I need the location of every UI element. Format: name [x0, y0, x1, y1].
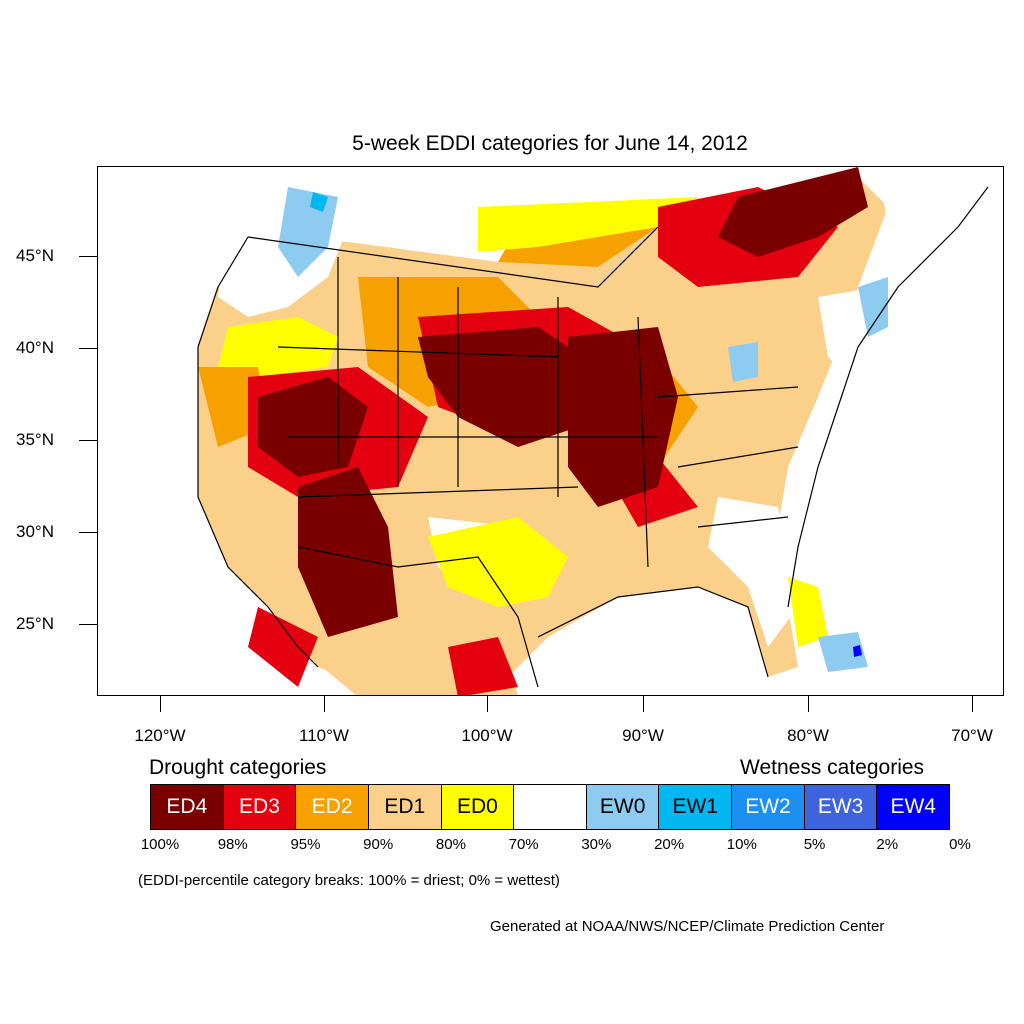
legend-break-label: 10%: [726, 836, 757, 853]
legend-break-label: 2%: [876, 836, 899, 853]
legend-cell-ed1: ED1: [368, 785, 442, 829]
wetness-heading: Wetness categories: [740, 756, 925, 779]
legend-cell-ew3: EW3: [804, 785, 878, 829]
y-tick-mark: [79, 624, 97, 626]
credit-line: Generated at NOAA/NWS/NCEP/Climate Predi…: [490, 918, 885, 935]
legend-break-label: 30%: [581, 836, 612, 853]
legend-break-label: 0%: [949, 836, 971, 853]
legend-cell-ew4: EW4: [877, 785, 950, 829]
legend-cell-ew2: EW2: [732, 785, 805, 829]
legend-break-label: 70%: [508, 836, 539, 853]
legend-break-label: 5%: [803, 836, 826, 853]
x-tick-mark: [487, 696, 489, 712]
legend-cell-ew0: EW0: [586, 785, 660, 829]
legend-break-label: 80%: [435, 836, 466, 853]
y-tick-label: 30°N: [16, 522, 54, 541]
legend-cell-ed0: ED0: [441, 785, 515, 829]
y-tick-label: 40°N: [16, 338, 54, 357]
drought-heading: Drought categories: [149, 756, 327, 779]
legend-break-label: 20%: [654, 836, 685, 853]
y-tick-label: 35°N: [16, 430, 54, 449]
boundaries: [197, 186, 989, 688]
x-tick-label: 90°W: [622, 726, 664, 745]
legend-colorbar: ED4 ED3 ED2 ED1 ED0 EW0 EW1 EW2 EW3 EW4: [150, 784, 950, 830]
x-tick-label: 110°W: [299, 726, 349, 745]
y-tick-mark: [79, 348, 97, 350]
y-tick-label: 25°N: [16, 614, 54, 633]
eddi-map: [98, 167, 1003, 695]
y-tick-mark: [79, 440, 97, 442]
legend-cell-ew1: EW1: [659, 785, 733, 829]
map-title: 5-week EDDI categories for June 14, 2012: [352, 132, 748, 155]
legend-cell-ed4: ED4: [151, 785, 224, 829]
y-tick-label: 45°N: [16, 246, 54, 265]
x-tick-label: 80°W: [787, 726, 829, 745]
x-tick-mark: [160, 696, 162, 712]
legend-cell-ed2: ED2: [296, 785, 369, 829]
legend-cell-normal: [514, 785, 587, 829]
y-tick-mark: [79, 256, 97, 258]
legend-cell-ed3: ED3: [223, 785, 297, 829]
wetness-areas: [278, 187, 888, 672]
map-panel: [97, 166, 1004, 696]
x-tick-mark: [972, 696, 974, 712]
x-tick-label: 120°W: [134, 726, 186, 745]
x-tick-mark: [808, 696, 810, 712]
legend-break-label: 95%: [290, 836, 321, 853]
x-tick-label: 100°W: [461, 726, 513, 745]
y-tick-mark: [79, 532, 97, 534]
x-tick-mark: [643, 696, 645, 712]
x-tick-label: 70°W: [951, 726, 993, 745]
x-tick-mark: [324, 696, 326, 712]
category-note: (EDDI-percentile category breaks: 100% =…: [138, 872, 560, 889]
legend-break-label: 100%: [140, 836, 180, 853]
legend-break-label: 90%: [363, 836, 394, 853]
legend-break-label: 98%: [217, 836, 248, 853]
